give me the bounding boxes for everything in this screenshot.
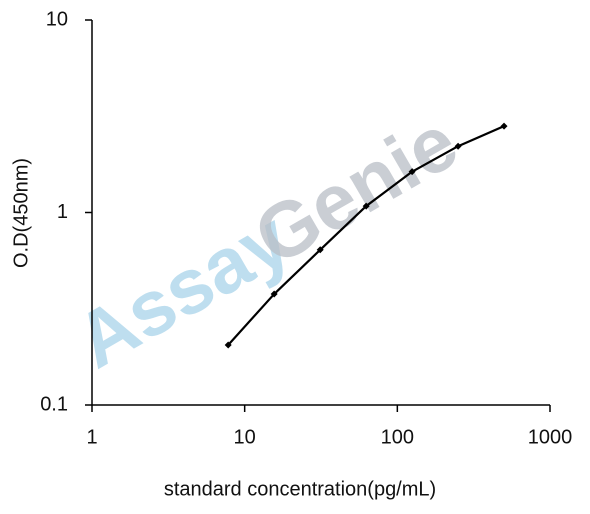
x-tick-label: 1: [86, 426, 97, 448]
data-point: [408, 168, 416, 176]
x-tick-label: 10: [234, 426, 256, 448]
data-point: [224, 341, 232, 349]
y-tick-label: 1: [57, 201, 68, 223]
watermark-genie: Genie: [240, 97, 472, 282]
data-point: [270, 290, 278, 298]
x-tick-label: 1000: [528, 426, 573, 448]
data-point: [362, 202, 370, 210]
data-point: [454, 142, 462, 150]
y-axis-title: O.D(450nm): [10, 158, 32, 268]
x-tick-label: 100: [381, 426, 414, 448]
y-tick-label: 10: [46, 8, 68, 30]
data-point: [500, 122, 508, 130]
data-point: [316, 246, 324, 254]
x-axis-title: standard concentration(pg/mL): [164, 478, 436, 500]
y-tick-label: 0.1: [40, 393, 68, 415]
watermark: Assay Genie: [61, 97, 472, 385]
